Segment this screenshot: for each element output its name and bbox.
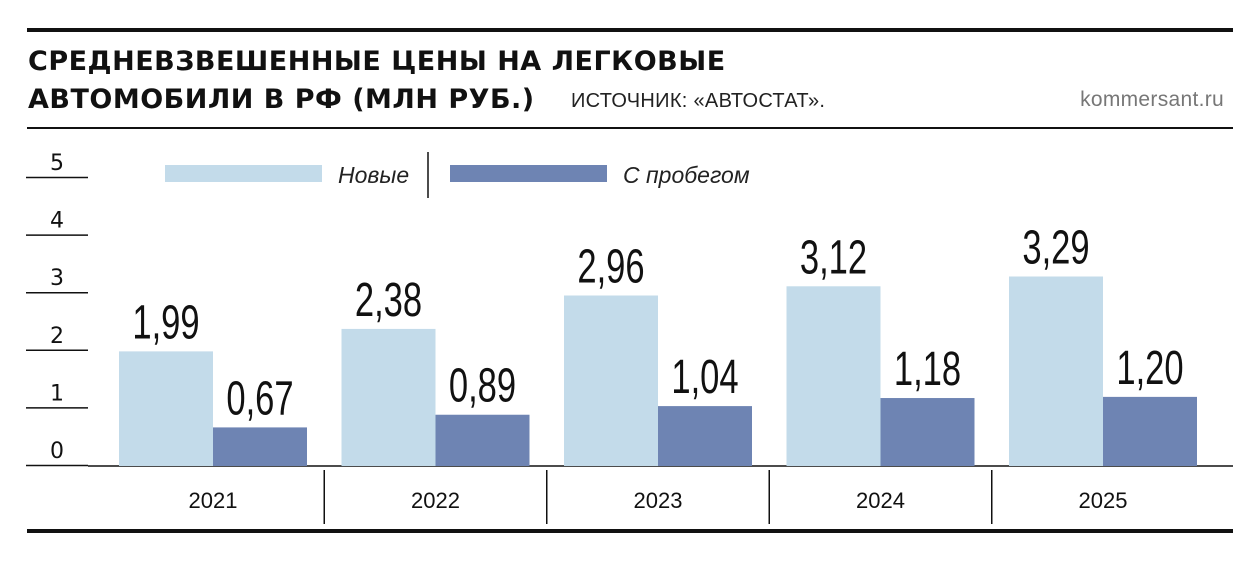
x-tick-label-2023: 2023 [634,488,683,513]
bar-new-2024 [786,286,881,466]
data-label-used-2024: 1,18 [894,341,961,395]
legend-label-used: С пробегом [623,162,750,188]
bar-new-2025 [1009,276,1103,466]
bar-used-2025 [1103,396,1197,466]
y-tick-label-5: 5 [50,151,64,176]
y-tick-label-1: 1 [50,381,64,406]
data-label-used-2021: 0,67 [226,371,293,425]
site-credit: kommersant.ru [1080,88,1224,111]
bar-new-2022 [341,328,436,466]
data-label-new-2023: 2,96 [577,239,644,293]
y-tick-label-0: 0 [50,439,64,464]
bar-used-2022 [435,414,530,466]
y-tick-label-3: 3 [50,266,64,291]
title-line-1: СРЕДНЕВЗВЕШЕННЫЕ ЦЕНЫ НА ЛЕГКОВЫЕ [28,46,726,77]
top-rule [27,28,1233,32]
x-tick-label-2022: 2022 [411,488,460,513]
data-label-used-2023: 1,04 [671,349,738,403]
x-tick-label-2024: 2024 [856,488,905,513]
header-rule [27,127,1233,129]
data-label-new-2024: 3,12 [800,230,867,284]
bottom-rule [27,529,1233,533]
data-label-used-2022: 0,89 [449,358,516,412]
bar-used-2024 [880,398,975,466]
data-label-new-2021: 1,99 [132,295,199,349]
legend-swatch-used [450,165,607,182]
y-tick-label-4: 4 [50,209,64,234]
source-note: ИСТОЧНИК: «АВТОСТАТ». [571,90,826,112]
bar-used-2021 [213,427,307,466]
legend-swatch-new [165,165,322,182]
data-label-new-2022: 2,38 [355,272,422,326]
title-line-2: АВТОМОБИЛИ В РФ (МЛН РУБ.) [28,84,535,115]
x-tick-label-2025: 2025 [1079,488,1128,513]
x-tick-label-2021: 2021 [189,488,238,513]
legend-label-new: Новые [338,162,409,188]
bar-used-2023 [658,406,752,466]
bar-new-2021 [119,351,213,466]
data-label-new-2025: 3,29 [1022,220,1089,274]
y-tick-label-2: 2 [50,324,64,349]
data-label-used-2025: 1,20 [1116,340,1183,394]
bar-new-2023 [564,295,658,466]
